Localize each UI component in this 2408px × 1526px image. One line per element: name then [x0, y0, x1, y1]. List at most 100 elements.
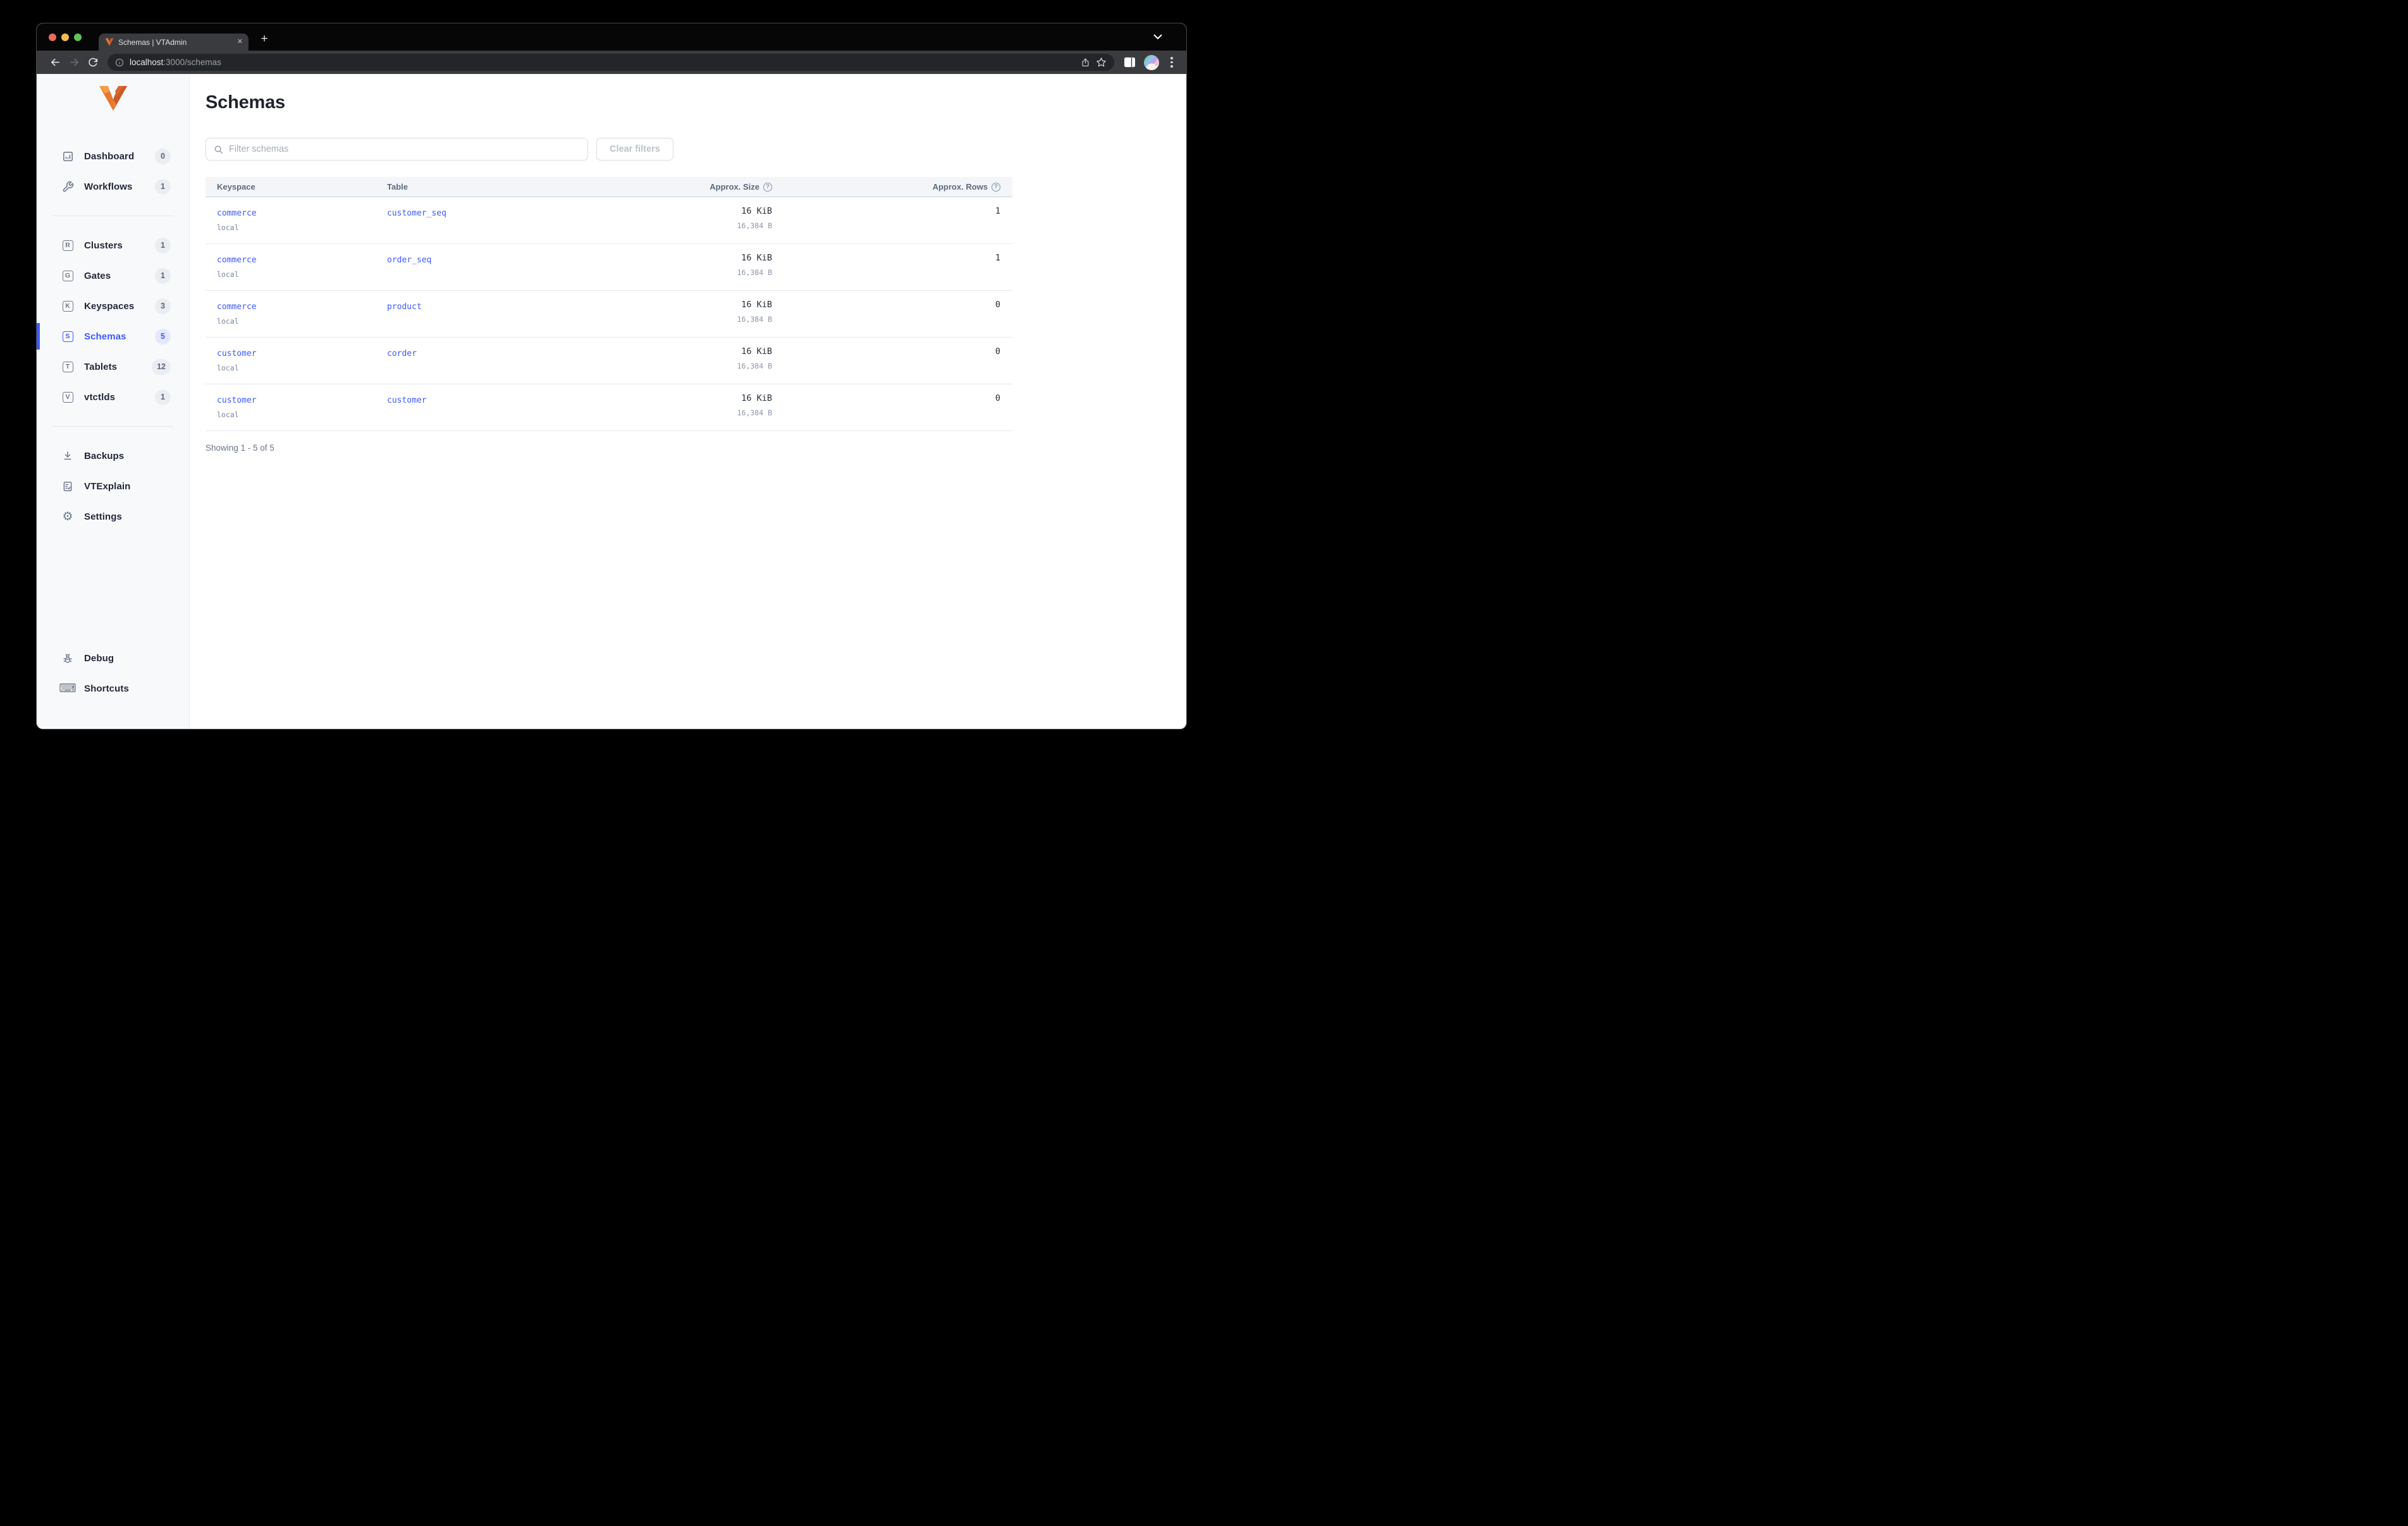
search-icon [214, 145, 223, 154]
schema-filter-field[interactable] [206, 138, 588, 161]
approx-size: 16 KiB [741, 393, 772, 403]
table-link[interactable]: order_seq [387, 255, 432, 265]
sidebar-item-dashboard[interactable]: Dashboard 0 [37, 141, 189, 171]
table-link[interactable]: corder [387, 349, 417, 358]
approx-size: 16 KiB [741, 346, 772, 357]
sidebar-item-debug[interactable]: Debug [37, 643, 189, 673]
document-check-icon [61, 480, 75, 492]
bookmark-star-icon[interactable] [1096, 57, 1107, 68]
tab-strip: Schemas | VTAdmin ✕ + [37, 23, 1186, 51]
keyspace-link[interactable]: customer [217, 349, 257, 358]
share-icon[interactable] [1081, 58, 1090, 68]
clear-filters-button[interactable]: Clear filters [596, 138, 673, 161]
help-icon[interactable]: ? [992, 182, 1000, 192]
size-bytes: 16,384 B [737, 362, 772, 370]
sidebar-item-label: Workflows [84, 181, 133, 192]
gates-icon: G [62, 270, 73, 281]
main-content: Schemas Clear filters Keyspace Table App… [190, 74, 1186, 729]
zoom-window-button[interactable] [74, 34, 82, 41]
sidebar-item-keyspaces[interactable]: K Keyspaces 3 [37, 291, 189, 321]
close-window-button[interactable] [49, 34, 56, 41]
traffic-lights [49, 34, 82, 41]
chevron-down-icon[interactable] [1153, 34, 1162, 40]
minimize-window-button[interactable] [61, 34, 69, 41]
keyspace-link[interactable]: customer [217, 396, 257, 405]
sidebar-item-tablets[interactable]: T Tablets 12 [37, 351, 189, 382]
count-badge: 0 [155, 148, 171, 164]
sidebar-item-label: VTExplain [84, 480, 131, 492]
column-header-size: Approx. Size ? [627, 182, 772, 192]
approx-rows: 0 [995, 346, 1000, 357]
column-header-keyspace: Keyspace [217, 182, 255, 192]
count-badge: 1 [155, 389, 171, 405]
profile-avatar[interactable] [1144, 54, 1159, 70]
forward-icon[interactable] [64, 54, 83, 71]
sidebar-item-shortcuts[interactable]: ⌨ Shortcuts [37, 673, 189, 704]
tab-close-icon[interactable]: ✕ [236, 38, 243, 46]
size-bytes: 16,384 B [737, 221, 772, 230]
help-icon[interactable]: ? [763, 182, 772, 192]
sidebar-item-label: Shortcuts [84, 683, 129, 694]
count-badge: 12 [152, 358, 171, 375]
column-header-table: Table [387, 182, 408, 192]
table-header: Keyspace Table Approx. Size ? Approx. Ro… [206, 177, 1012, 197]
table-link[interactable]: customer_seq [387, 209, 446, 218]
sidebar-item-gates[interactable]: G Gates 1 [37, 260, 189, 291]
vtadmin-app: Dashboard 0 Workflows 1 R Clusters 1 G G… [37, 74, 1186, 729]
size-bytes: 16,384 B [737, 268, 772, 277]
new-tab-button[interactable]: + [261, 32, 268, 46]
size-bytes: 16,384 B [737, 315, 772, 324]
table-link[interactable]: product [387, 302, 422, 312]
sidebar-item-schemas[interactable]: S Schemas 5 [37, 321, 189, 351]
download-icon [61, 450, 75, 462]
filter-row: Clear filters [206, 138, 1186, 161]
keyspace-link[interactable]: commerce [217, 302, 257, 312]
filter-schemas-input[interactable] [229, 144, 580, 154]
table-row: customer local customer 16 KiB 16,384 B … [206, 384, 1012, 431]
browser-menu-icon[interactable] [1166, 57, 1177, 68]
sidebar-item-vtexplain[interactable]: VTExplain [37, 471, 189, 501]
approx-size: 16 KiB [741, 206, 772, 216]
url-path: :3000/schemas [163, 58, 221, 67]
url-bar[interactable]: localhost:3000/schemas [108, 54, 1114, 71]
sidebar-item-label: Backups [84, 450, 125, 461]
table-row: commerce local product 16 KiB 16,384 B 0 [206, 291, 1012, 338]
cluster-name: local [217, 223, 239, 232]
table-link[interactable]: customer [387, 396, 427, 405]
cluster-name: local [217, 270, 239, 279]
approx-rows: 1 [995, 206, 1000, 216]
wrench-icon [61, 181, 75, 193]
sidebar-item-clusters[interactable]: R Clusters 1 [37, 230, 189, 260]
reload-icon[interactable] [83, 54, 102, 71]
approx-size: 16 KiB [741, 300, 772, 310]
sidebar-item-vtctlds[interactable]: V vtctlds 1 [37, 382, 189, 412]
keyspaces-icon: K [62, 300, 73, 312]
count-badge: 1 [155, 267, 171, 284]
sidebar-item-label: Debug [84, 652, 114, 664]
vitess-logo [99, 85, 128, 111]
sidebar-item-backups[interactable]: Backups [37, 441, 189, 471]
side-panel-icon[interactable] [1124, 57, 1136, 68]
sidebar-item-label: Gates [84, 270, 111, 281]
keyspace-link[interactable]: commerce [217, 255, 257, 265]
dashboard-icon [61, 150, 75, 162]
bug-icon [61, 652, 75, 664]
sidebar-item-settings[interactable]: ⚙ Settings [37, 501, 189, 532]
sidebar-item-workflows[interactable]: Workflows 1 [37, 171, 189, 202]
sidebar: Dashboard 0 Workflows 1 R Clusters 1 G G… [37, 74, 190, 729]
sidebar-footer: Debug ⌨ Shortcuts [37, 643, 189, 729]
table-row: commerce local order_seq 16 KiB 16,384 B… [206, 244, 1012, 291]
browser-tab[interactable]: Schemas | VTAdmin ✕ [99, 34, 249, 51]
keyspace-link[interactable]: commerce [217, 209, 257, 218]
cluster-name: local [217, 363, 239, 372]
sidebar-item-label: Dashboard [84, 150, 135, 162]
sidebar-item-label: Schemas [84, 331, 126, 342]
sidebar-item-label: Settings [84, 511, 122, 522]
sidebar-divider [52, 426, 174, 427]
back-icon[interactable] [46, 54, 64, 71]
approx-size: 16 KiB [741, 253, 772, 263]
site-info-icon[interactable] [115, 58, 124, 67]
table-row: commerce local customer_seq 16 KiB 16,38… [206, 197, 1012, 244]
column-header-rows: Approx. Rows ? [772, 182, 1012, 192]
results-summary: Showing 1 - 5 of 5 [206, 443, 274, 453]
